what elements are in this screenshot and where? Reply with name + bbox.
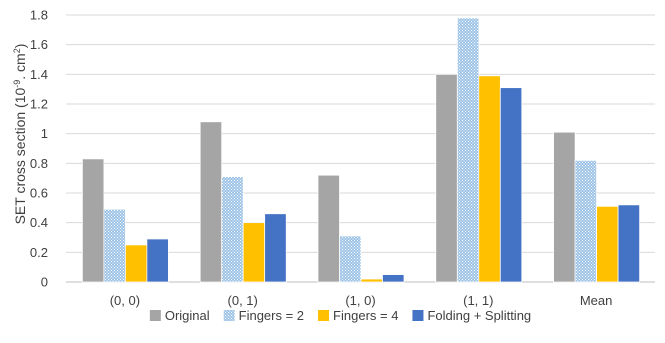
y-tick-label: 1.2 xyxy=(30,97,48,112)
bar-original-4 xyxy=(553,131,576,283)
bar-fingers-4-1 xyxy=(242,222,266,283)
y-tick-label: 0.6 xyxy=(30,186,48,201)
y-tick-label: 1 xyxy=(41,126,48,141)
bar-fingers-2-0 xyxy=(103,208,126,283)
bar-fingers-2-1 xyxy=(221,176,244,283)
y-tick-label: 0.4 xyxy=(30,215,48,230)
bar-original-1 xyxy=(199,121,223,283)
y-axis-ticks: 0 0.2 0.4 0.6 0.8 1 1.2 1.4 1.6 1.8 xyxy=(30,8,48,290)
legend-swatch xyxy=(149,310,161,321)
bar-fingers-2-4 xyxy=(574,159,597,283)
bar-original-3 xyxy=(435,73,458,283)
x-category-label: (0, 0) xyxy=(110,293,140,308)
y-axis-label: SET cross section (10-9. cm2) xyxy=(12,44,28,225)
bar-folding-splitting-0 xyxy=(146,238,169,283)
legend-label: Original xyxy=(165,308,210,323)
bar-fingers-2-2 xyxy=(339,235,362,283)
bar-fingers-2-3 xyxy=(456,17,480,283)
legend-label: Fingers = 2 xyxy=(239,308,304,323)
bar-folding-splitting-3 xyxy=(499,87,523,283)
bar-fingers-4-4 xyxy=(596,205,619,283)
bar-folding-splitting-2 xyxy=(382,274,405,283)
x-category-label: (1, 1) xyxy=(463,293,493,308)
legend-label: Fingers = 4 xyxy=(333,308,398,323)
y-tick-label: 0.2 xyxy=(30,245,48,260)
legend: Original Fingers = 2 Fingers = 4 Folding + … xyxy=(149,308,531,323)
x-category-label: Mean xyxy=(580,293,613,308)
x-axis-categories: (0, 0) (0, 1) (1, 0) (1, 1) Mean xyxy=(110,293,613,308)
bar-fingers-4-3 xyxy=(478,75,501,283)
bar-original-0 xyxy=(82,158,105,283)
bar-fingers-4-2 xyxy=(360,278,383,283)
y-tick-label: 1.8 xyxy=(30,8,48,23)
y-tick-label: 1.6 xyxy=(30,37,48,52)
bars xyxy=(82,17,640,283)
legend-label: Folding + Splitting xyxy=(427,308,531,323)
y-tick-label: 0 xyxy=(41,275,48,290)
bar-original-2 xyxy=(317,174,340,283)
x-category-label: (1, 0) xyxy=(345,293,375,308)
y-tick-label: 1.4 xyxy=(30,67,48,82)
legend-swatch xyxy=(412,310,424,321)
y-tick-label: 0.8 xyxy=(30,156,48,171)
x-category-label: (0, 1) xyxy=(228,293,258,308)
bar-folding-splitting-4 xyxy=(617,204,640,283)
legend-swatch xyxy=(223,310,235,321)
bar-folding-splitting-1 xyxy=(264,213,287,283)
bar-fingers-4-0 xyxy=(125,244,148,283)
legend-swatch xyxy=(318,310,330,321)
